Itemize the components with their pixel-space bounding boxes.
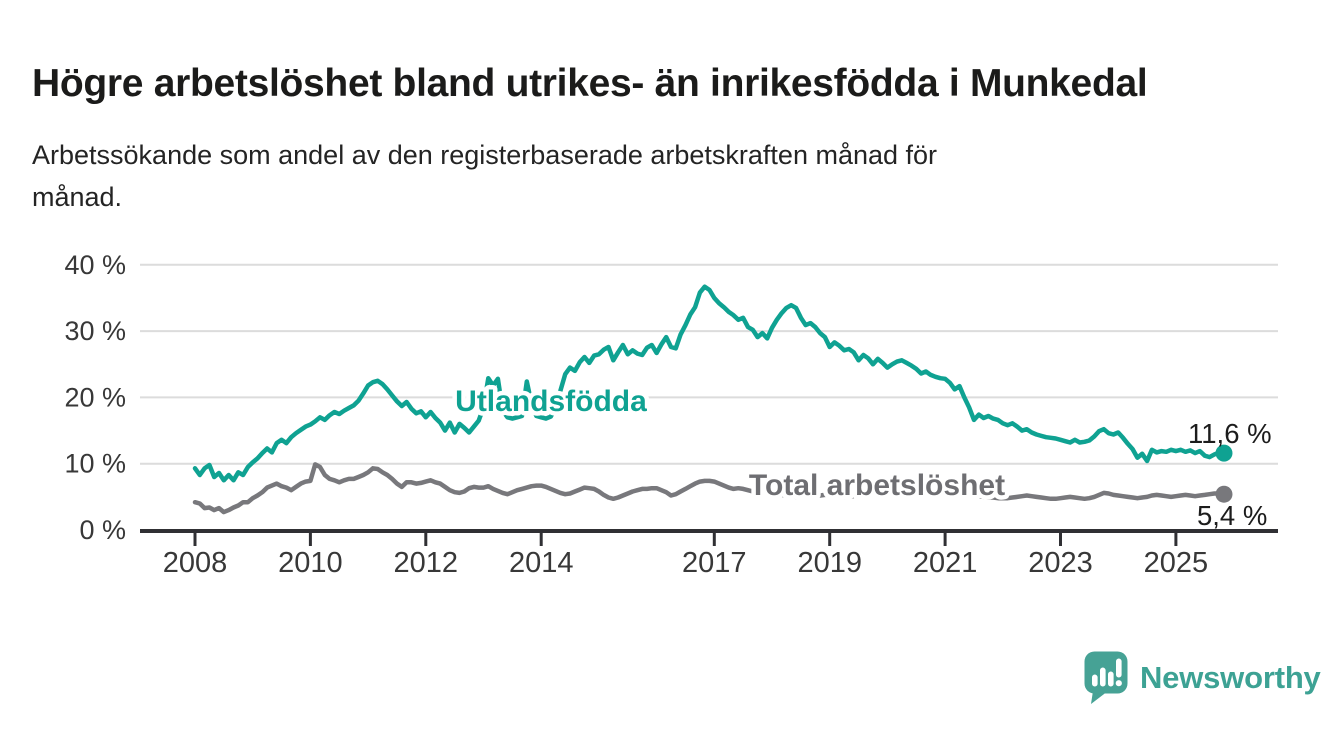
x-axis-label-2021: 2021 — [913, 547, 978, 579]
x-axis-label-2023: 2023 — [1028, 547, 1093, 579]
chart-subtitle: Arbetssökande som andel av den registerb… — [32, 134, 1272, 218]
chart-subtitle-line-1: Arbetssökande som andel av den registerb… — [32, 140, 938, 170]
end-dot-utlandsfodda — [1215, 444, 1233, 462]
x-axis-label-2008: 2008 — [163, 547, 228, 579]
y-axis-label-20: 20 % — [64, 382, 126, 412]
x-axis-label-2017: 2017 — [682, 547, 747, 579]
x-axis-label-2014: 2014 — [509, 547, 574, 579]
x-axis-label-2010: 2010 — [278, 547, 343, 579]
newsworthy-logo-icon — [1084, 651, 1128, 704]
series-label-total-arbetsloshet: Total arbetslöshet — [749, 469, 1005, 502]
chart-subtitle-line-2: månad. — [32, 182, 123, 212]
series-line-total-arbetsloshet — [192, 462, 1227, 515]
end-value-label-total-arbetsloshet: 5,4 % — [1197, 500, 1267, 531]
x-axis-label-2012: 2012 — [394, 547, 459, 579]
newsworthy-logo-text: Newsworthy — [1140, 659, 1321, 695]
end-value-label-utlandsfodda: 11,6 % — [1188, 418, 1272, 449]
y-axis-label-10: 10 % — [64, 449, 126, 479]
series-label-utlandsfodda: Utlandsfödda — [455, 385, 647, 418]
series-line-utlandsfodda — [192, 284, 1227, 483]
newsworthy-logo: Newsworthy — [1083, 650, 1321, 705]
x-axis-label-2019: 2019 — [797, 547, 862, 579]
chart-title: Högre arbetslöshet bland utrikes- än inr… — [32, 62, 1148, 106]
y-axis-label-40: 40 % — [64, 250, 126, 280]
y-axis-label-0: 0 % — [79, 515, 126, 545]
x-axis-label-2025: 2025 — [1144, 547, 1209, 579]
y-axis-label-30: 30 % — [64, 316, 126, 346]
end-dot-total-arbetsloshet — [1215, 485, 1233, 503]
